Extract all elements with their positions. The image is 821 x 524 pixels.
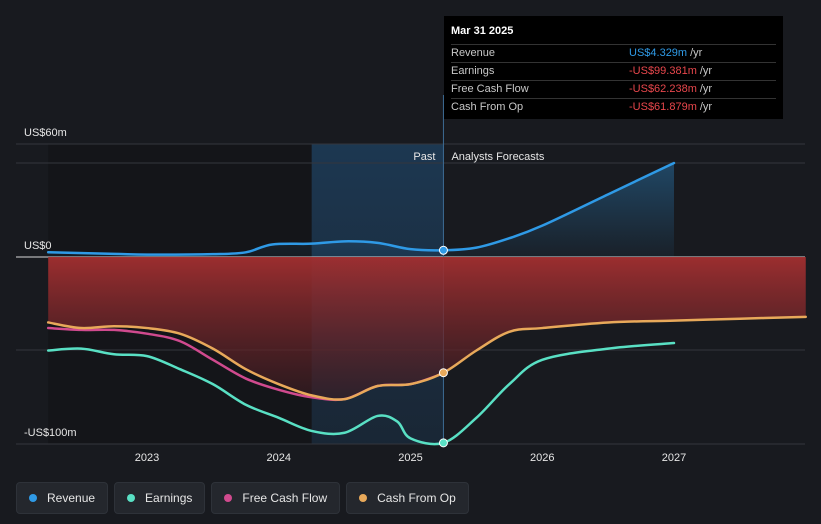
tooltip-value: US$4.329m	[629, 47, 688, 59]
x-tick-label: 2027	[662, 452, 686, 464]
cash-from-op-marker	[438, 368, 448, 378]
earnings-dot-icon	[127, 494, 136, 502]
legend-label: Free Cash Flow	[242, 491, 328, 505]
tooltip-unit: /yr	[699, 83, 713, 95]
x-tick-label: 2024	[267, 452, 291, 464]
earnings-line	[46, 341, 676, 446]
tooltip-label: Revenue	[451, 47, 496, 59]
tooltip-row-revenue: Revenue US$4.329m/yr	[451, 44, 776, 62]
past-label: Past	[413, 151, 435, 163]
tooltip-unit: /yr	[699, 65, 713, 77]
tooltip-date: Mar 31 2025	[451, 25, 514, 37]
tooltip-value: -US$62.238m	[629, 83, 697, 95]
legend-label: Revenue	[47, 491, 96, 505]
forecast-label: Analysts Forecasts	[451, 151, 544, 163]
tooltip-value: -US$61.879m	[629, 101, 697, 113]
free-cash-flow-dot-icon	[224, 494, 233, 502]
legend: Revenue Earnings Free Cash Flow Cash Fro…	[16, 482, 469, 514]
revenue-dot-icon	[29, 494, 37, 502]
cash-from-op-dot-icon	[359, 494, 368, 502]
legend-item-revenue[interactable]: Revenue	[16, 482, 109, 514]
x-tick-label: 2025	[398, 452, 422, 464]
tooltip-unit: /yr	[699, 101, 713, 113]
cash-from-op-line	[46, 315, 807, 401]
revenue-area	[48, 163, 674, 257]
revenue-line	[46, 161, 676, 256]
tooltip-row-free-cash-flow: Free Cash Flow -US$62.238m/yr	[451, 80, 776, 98]
tooltip-label: Free Cash Flow	[451, 83, 529, 95]
tooltip-row-earnings: Earnings -US$99.381m/yr	[451, 62, 776, 80]
legend-item-free-cash-flow[interactable]: Free Cash Flow	[211, 482, 341, 514]
legend-item-earnings[interactable]: Earnings	[114, 482, 206, 514]
x-tick-label: 2026	[530, 452, 554, 464]
y-label-bottom: -US$100m	[24, 427, 77, 439]
legend-label: Earnings	[145, 491, 193, 505]
tooltip-value: -US$99.381m	[629, 65, 697, 77]
revenue-marker	[438, 245, 448, 255]
tooltip-label: Earnings	[451, 65, 495, 77]
y-label-zero: US$0	[24, 240, 52, 252]
tooltip-label: Cash From Op	[451, 101, 524, 113]
x-tick-label: 2023	[135, 452, 159, 464]
tooltip-unit: /yr	[690, 47, 703, 59]
tooltip: Mar 31 2025 Revenue US$4.329m/yr Earning…	[444, 16, 783, 119]
y-label-top: US$60m	[24, 127, 67, 139]
legend-item-cash-from-op[interactable]: Cash From Op	[346, 482, 469, 514]
legend-label: Cash From Op	[377, 491, 456, 505]
earnings-marker	[438, 438, 448, 448]
tooltip-row-cash-from-op: Cash From Op -US$61.879m/yr	[451, 98, 776, 116]
